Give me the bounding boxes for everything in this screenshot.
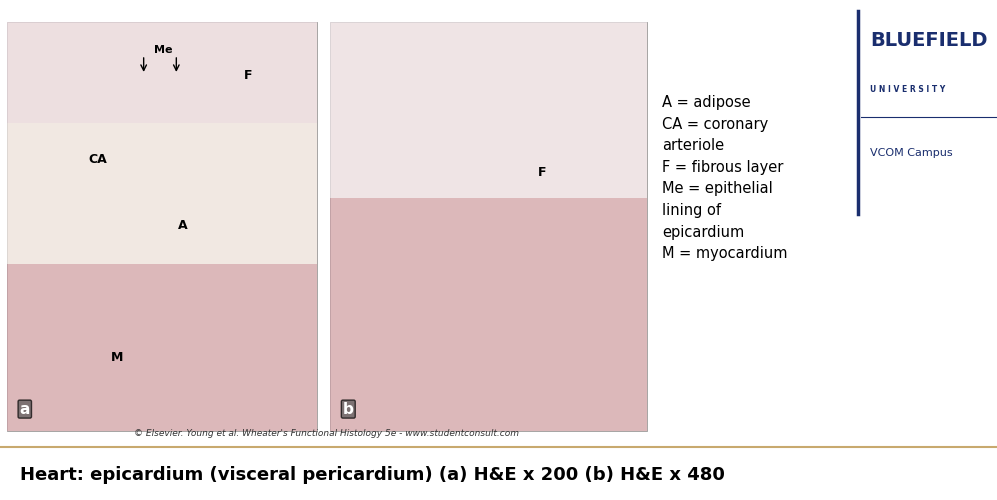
Text: A: A <box>178 219 187 232</box>
Text: CA: CA <box>89 153 108 166</box>
FancyBboxPatch shape <box>330 22 646 431</box>
FancyBboxPatch shape <box>7 123 317 264</box>
FancyBboxPatch shape <box>7 22 317 431</box>
Text: VCOM Campus: VCOM Campus <box>869 148 952 158</box>
Text: A = adipose
CA = coronary
arteriole
F = fibrous layer
Me = epithelial
lining of
: A = adipose CA = coronary arteriole F = … <box>662 95 788 261</box>
FancyBboxPatch shape <box>330 198 646 431</box>
Text: Heart: epicardium (visceral pericardium) (a) H&E x 200 (b) H&E x 480: Heart: epicardium (visceral pericardium)… <box>20 466 725 484</box>
Text: U N I V E R S I T Y: U N I V E R S I T Y <box>869 86 945 94</box>
FancyBboxPatch shape <box>330 22 646 198</box>
Text: Me: Me <box>154 45 172 55</box>
Text: a: a <box>20 402 30 416</box>
Text: M: M <box>112 351 124 364</box>
Text: b: b <box>343 402 354 416</box>
Text: F: F <box>244 69 252 82</box>
FancyBboxPatch shape <box>7 264 317 431</box>
Text: F: F <box>537 166 546 179</box>
Text: © Elsevier. Young et al. Wheater's Functional Histology 5e - www.studentconsult.: © Elsevier. Young et al. Wheater's Funct… <box>134 429 519 438</box>
Text: BLUEFIELD: BLUEFIELD <box>869 31 987 50</box>
FancyBboxPatch shape <box>7 22 317 123</box>
